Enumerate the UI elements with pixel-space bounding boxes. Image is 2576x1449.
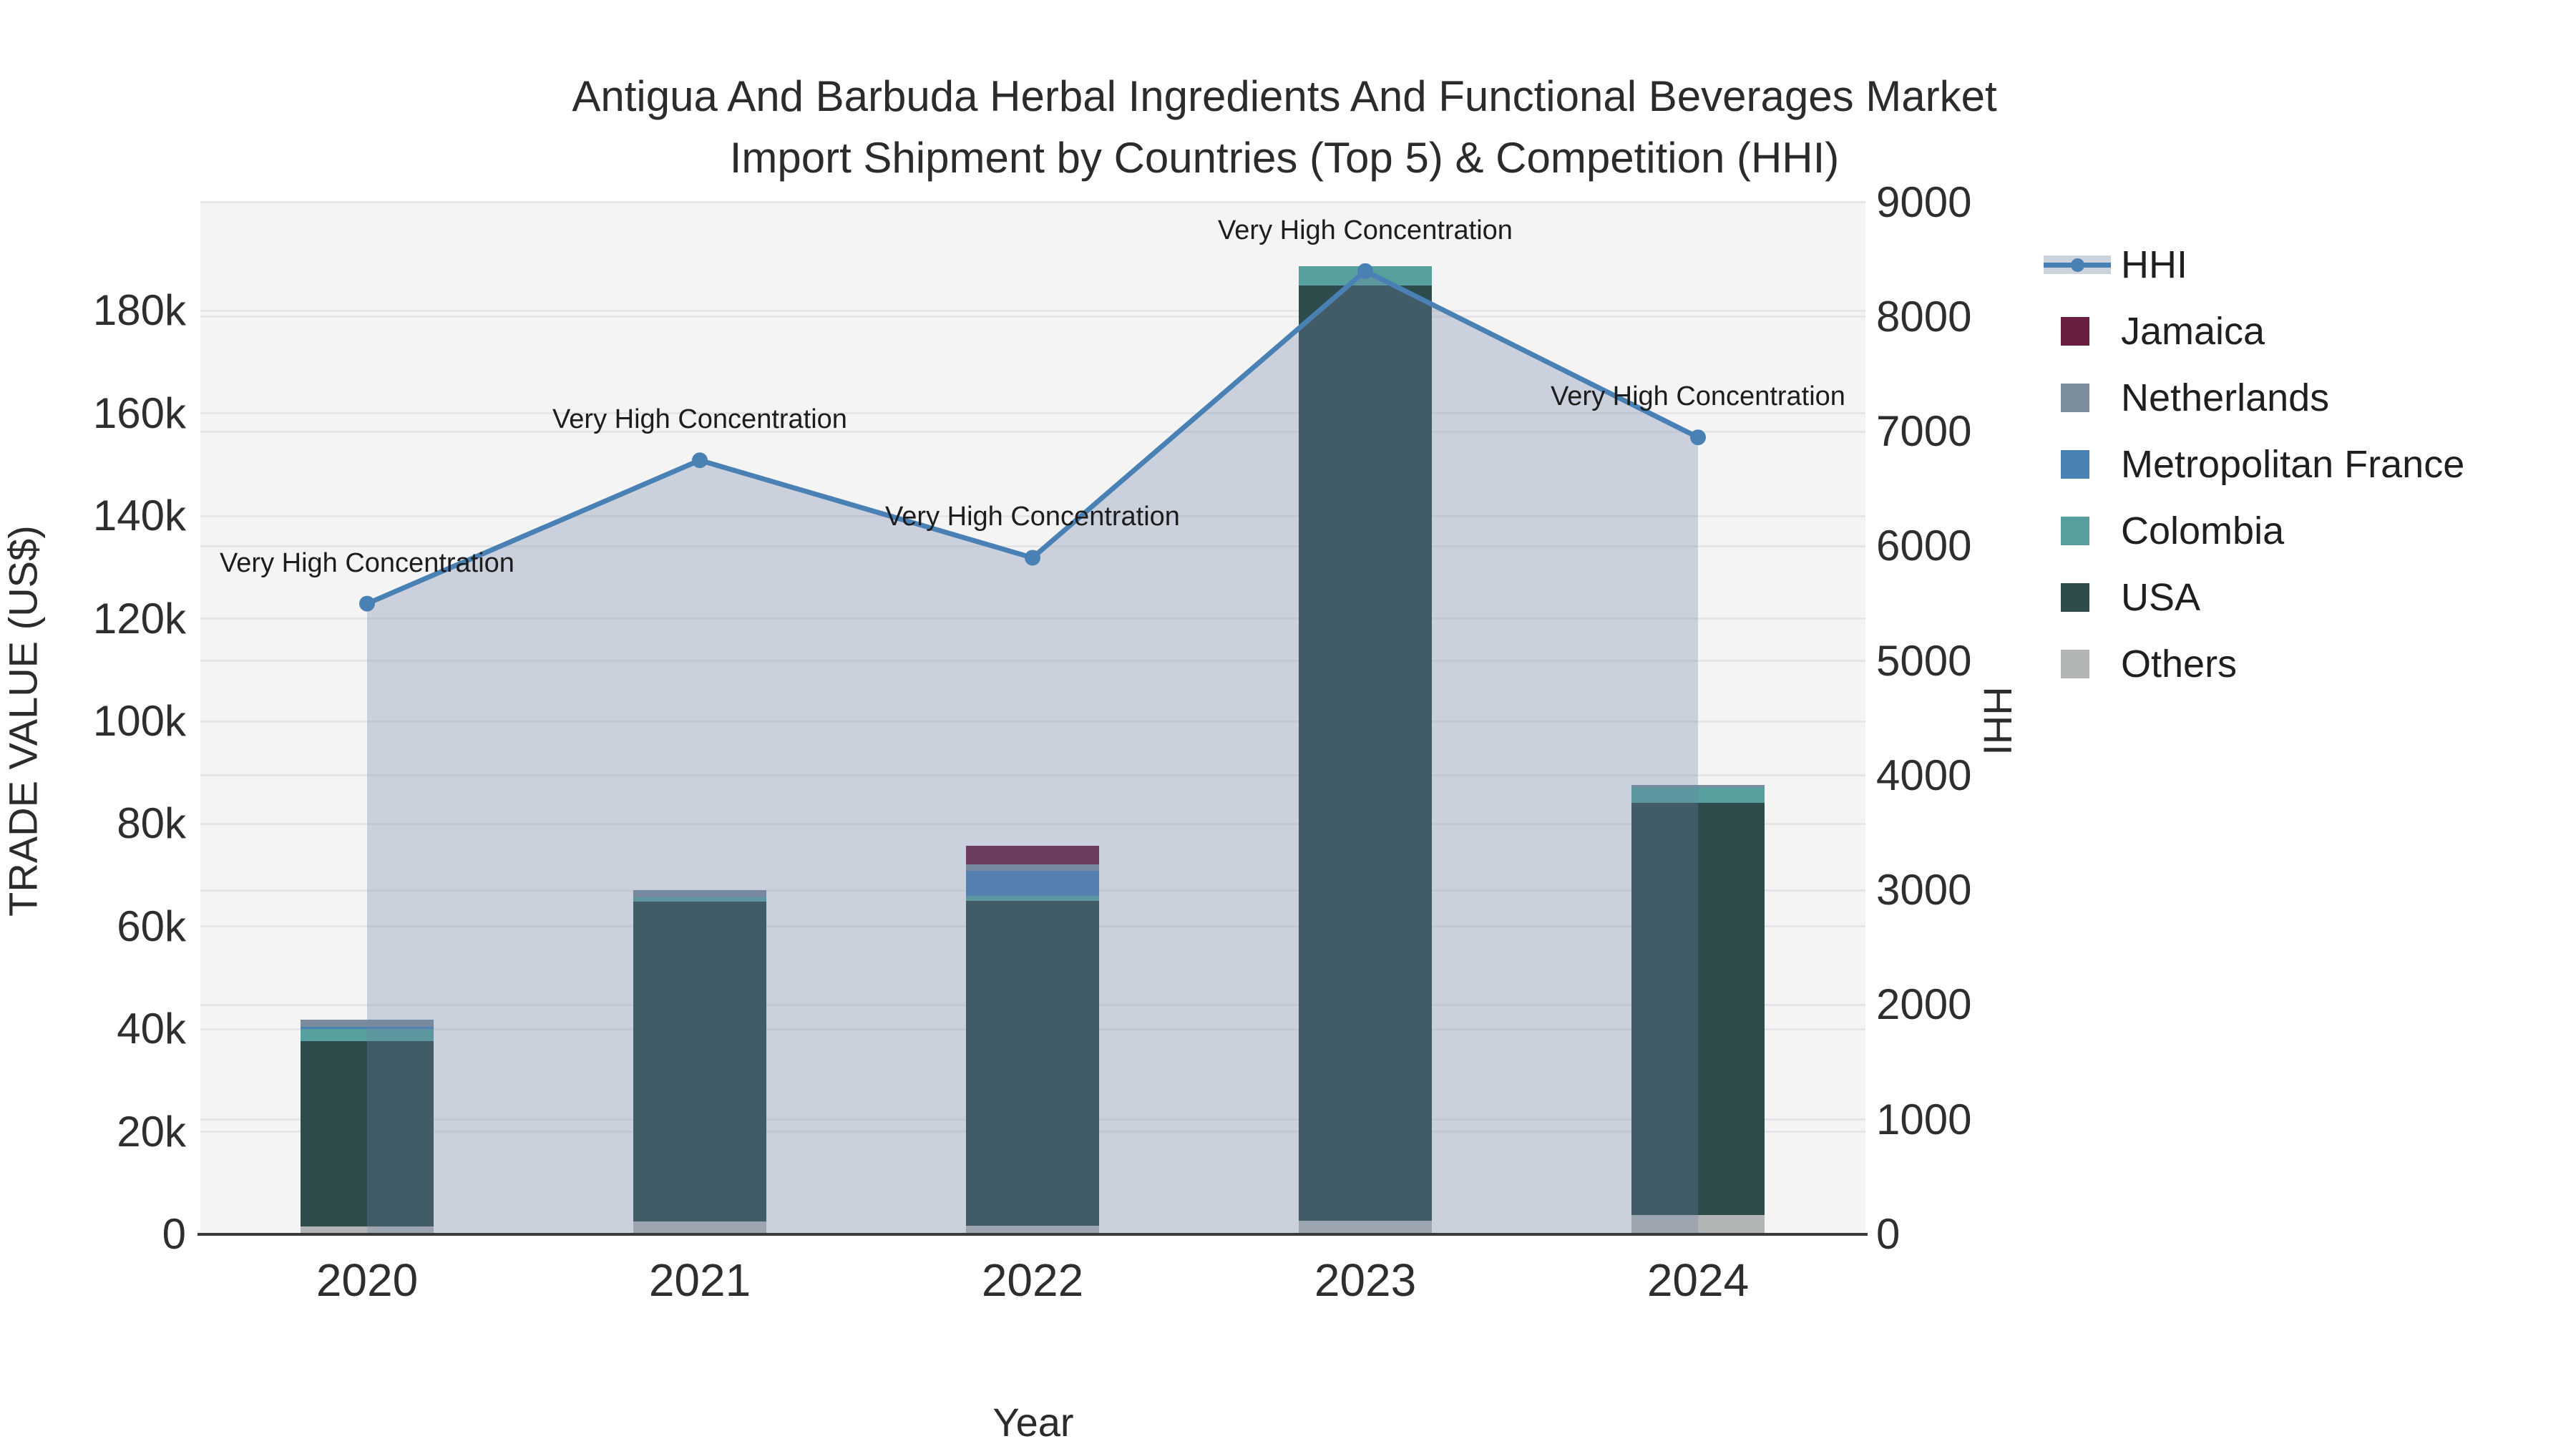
gridline <box>200 514 1865 517</box>
legend-item-netherlands[interactable]: Netherlands <box>2044 369 2573 426</box>
bar-segment-others-2021[interactable] <box>633 1221 766 1234</box>
bar-segment-others-2022[interactable] <box>966 1225 1099 1234</box>
y-right-tick-6000: 6000 <box>1876 522 1972 570</box>
annotation-2020: Very High Concentration <box>220 547 514 578</box>
annotation-2021: Very High Concentration <box>552 404 847 435</box>
legend-item-usa[interactable]: USA <box>2044 569 2573 626</box>
legend-label-hhi: HHI <box>2121 243 2187 286</box>
annotation-2023: Very High Concentration <box>1218 215 1513 245</box>
bar-segment-usa-2023[interactable] <box>1299 285 1432 1221</box>
x-axis-line <box>197 1233 1868 1236</box>
x-tick-2021: 2021 <box>648 1254 751 1306</box>
annotation-2024: Very High Concentration <box>1551 381 1845 412</box>
y-left-tick-160k: 160k <box>92 389 186 437</box>
bar-segment-colombia-2021[interactable] <box>633 897 766 902</box>
hhi-marker-2022[interactable] <box>1025 550 1040 566</box>
bar-segment-metropolitan-france-2022[interactable] <box>966 870 1099 897</box>
bar-segment-netherlands-2021[interactable] <box>633 889 766 897</box>
bar-segment-others-2024[interactable] <box>1631 1214 1765 1234</box>
x-tick-2024: 2024 <box>1646 1254 1750 1306</box>
y-right-tick-3000: 3000 <box>1876 866 1972 914</box>
bar-segment-netherlands-2024[interactable] <box>1631 784 1765 787</box>
legend-item-jamaica[interactable]: Jamaica <box>2044 303 2573 360</box>
chart-title: Antigua And Barbuda Herbal Ingredients A… <box>0 66 2569 189</box>
gridline <box>200 774 1865 777</box>
annotation-2022: Very High Concentration <box>885 502 1180 532</box>
bar-segment-usa-2022[interactable] <box>966 900 1099 1226</box>
y-left-tick-100k: 100k <box>92 697 186 745</box>
bar-segment-usa-2020[interactable] <box>301 1040 434 1226</box>
gridline <box>200 316 1865 318</box>
bar-segment-colombia-2022[interactable] <box>966 896 1099 901</box>
bar-segment-netherlands-2020[interactable] <box>301 1019 434 1028</box>
x-tick-2020: 2020 <box>316 1254 419 1306</box>
gridline <box>200 545 1865 547</box>
gridline <box>200 430 1865 433</box>
y-right-tick-7000: 7000 <box>1876 407 1972 456</box>
gridline <box>200 720 1865 723</box>
legend-label-colombia: Colombia <box>2121 509 2285 552</box>
hhi-trace-svg <box>359 263 1706 1234</box>
x-tick-2022: 2022 <box>981 1254 1084 1306</box>
hhi-marker-2023[interactable] <box>1357 263 1373 279</box>
bar-segment-colombia-2020[interactable] <box>301 1029 434 1041</box>
hhi-marker-2024[interactable] <box>1690 429 1706 446</box>
plot-area: Very High Concentration Very High Concent… <box>200 201 1865 1234</box>
usa-swatch-icon <box>2061 583 2089 612</box>
hhi-line-legend-icon <box>2044 255 2111 274</box>
y-left-tick-20k: 20k <box>117 1107 186 1156</box>
gridline <box>200 309 1865 312</box>
metropolitan-france-swatch-icon <box>2061 450 2089 479</box>
y-left-tick-180k: 180k <box>92 286 186 335</box>
bar-segment-usa-2021[interactable] <box>633 901 766 1222</box>
bar-segment-others-2023[interactable] <box>1299 1221 1432 1234</box>
gridline <box>200 412 1865 415</box>
y-left-tick-140k: 140k <box>92 492 186 540</box>
y-left-tick-40k: 40k <box>117 1005 186 1053</box>
y-right-tick-8000: 8000 <box>1876 292 1972 341</box>
legend-item-metropolitan-france[interactable]: Metropolitan France <box>2044 436 2573 493</box>
y-right-tick-9000: 9000 <box>1876 177 1972 226</box>
colombia-swatch-icon <box>2061 517 2089 545</box>
bar-segment-jamaica-2022[interactable] <box>966 846 1099 865</box>
jamaica-swatch-icon <box>2061 317 2089 346</box>
hhi-marker-2021[interactable] <box>692 452 708 469</box>
netherlands-swatch-icon <box>2061 384 2089 412</box>
bar-segment-others-2020[interactable] <box>301 1226 434 1234</box>
bar-segment-netherlands-2022[interactable] <box>966 864 1099 871</box>
y-right-tick-4000: 4000 <box>1876 751 1972 799</box>
gridline <box>200 822 1865 825</box>
gridline <box>200 618 1865 620</box>
gridline <box>200 660 1865 663</box>
others-swatch-icon <box>2061 650 2089 678</box>
chart-title-line2: Import Shipment by Countries (Top 5) & C… <box>729 134 1840 182</box>
y-left-tick-60k: 60k <box>117 902 186 950</box>
x-tick-2023: 2023 <box>1314 1254 1417 1306</box>
legend-label-netherlands: Netherlands <box>2121 376 2330 419</box>
hhi-marker-2020[interactable] <box>359 595 375 612</box>
gridline <box>200 201 1865 204</box>
legend-item-colombia[interactable]: Colombia <box>2044 502 2573 560</box>
y-right-tick-2000: 2000 <box>1876 980 1972 1029</box>
bar-segment-colombia-2024[interactable] <box>1631 786 1765 803</box>
legend-label-usa: USA <box>2121 576 2201 619</box>
legend-label-jamaica: Jamaica <box>2121 310 2265 353</box>
bar-segment-usa-2024[interactable] <box>1631 803 1765 1215</box>
legend-label-metropolitan-france: Metropolitan France <box>2121 443 2465 486</box>
y-right-axis-title: HHI <box>1975 686 2021 756</box>
bar-segment-metropolitan-france-2020[interactable] <box>301 1027 434 1030</box>
x-axis-title: Year <box>992 1400 1074 1445</box>
y-right-tick-5000: 5000 <box>1876 636 1972 685</box>
y-left-tick-120k: 120k <box>92 594 186 643</box>
y-left-tick-80k: 80k <box>117 799 186 848</box>
hhi-area-fill <box>367 270 1698 1234</box>
y-right-tick-0: 0 <box>1876 1210 1901 1258</box>
y-right-tick-1000: 1000 <box>1876 1095 1972 1143</box>
legend-label-others: Others <box>2121 643 2238 686</box>
legend-item-hhi[interactable]: HHI <box>2044 236 2573 293</box>
legend-item-others[interactable]: Others <box>2044 635 2573 693</box>
chart-title-line1: Antigua And Barbuda Herbal Ingredients A… <box>572 72 1997 120</box>
y-left-tick-0: 0 <box>162 1210 186 1258</box>
